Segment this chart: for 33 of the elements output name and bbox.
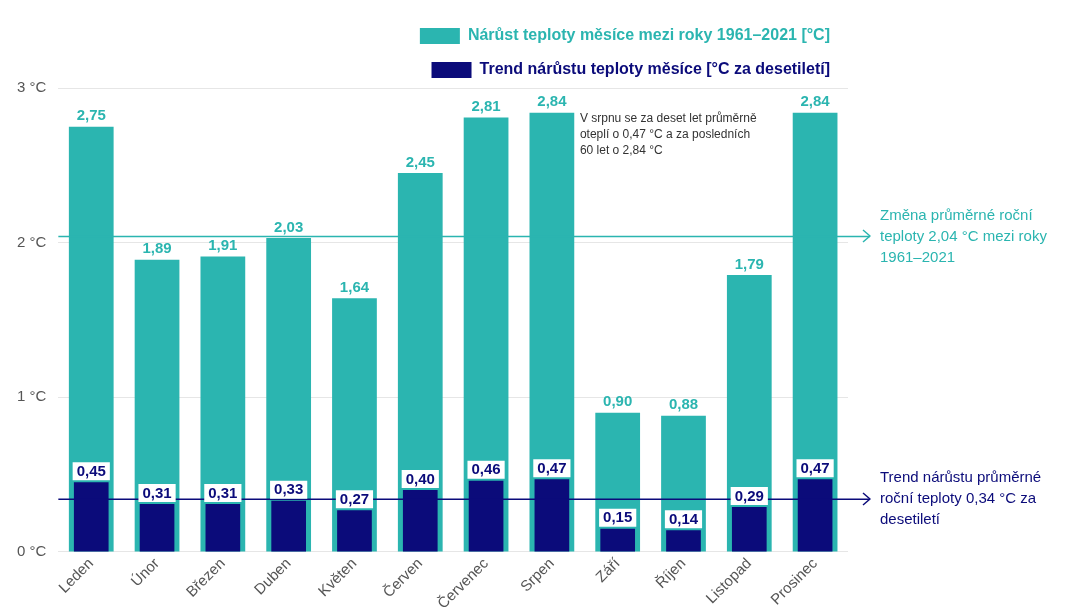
data-label: 0,88 (668, 395, 699, 413)
data-label: 2,75 (76, 106, 106, 124)
ref-line-label: Změna průměrné roční teploty 2,04 °C mezi roky 1961–2021 (880, 205, 1048, 265)
data-label: 1,91 (208, 236, 238, 254)
data-label: 0,29 (734, 486, 764, 504)
data-label: 0,33 (274, 480, 304, 498)
data-label: 0,45 (76, 461, 106, 479)
data-label: 2,84 (800, 92, 831, 110)
y-tick-label: 2 °C (17, 232, 47, 250)
data-label: 0,47 (800, 458, 830, 476)
legend-label: Trend nárůstu teploty měsíce [°C za desetiletí] (479, 60, 830, 78)
data-label: 0,31 (142, 483, 172, 501)
ref-line-label: Trend nárůstu průměrné roční teploty 0,34 °C za desetiletí (880, 468, 1042, 528)
data-label: 0,27 (339, 489, 370, 507)
annotation: V srpnu se za deset let průměrně oteplí o 0,47 °C a za posledních 60 let o 2,84 °C (579, 111, 757, 158)
data-label: 2,03 (274, 217, 304, 235)
data-label: 0,31 (208, 483, 238, 501)
data-label: 2,84 (537, 92, 568, 110)
data-label: 1,64 (339, 277, 370, 295)
data-label: 0,46 (471, 460, 501, 478)
y-tick-label: 0 °C (17, 542, 47, 560)
data-label: 2,45 (405, 152, 435, 170)
data-label: 2,81 (471, 97, 501, 115)
data-label: 0,15 (603, 508, 633, 526)
data-label: 1,79 (734, 254, 764, 272)
y-tick-label: 3 °C (17, 78, 47, 96)
data-label: 0,90 (603, 392, 633, 410)
data-label: 0,47 (537, 458, 567, 476)
data-label: 0,14 (668, 509, 699, 527)
data-label: 1,89 (142, 239, 172, 257)
legend-label: Nárůst teploty měsíce mezi roky 1961–2021 [°C] (467, 26, 830, 44)
y-tick-label: 1 °C (17, 387, 47, 405)
data-label: 0,40 (405, 469, 435, 487)
